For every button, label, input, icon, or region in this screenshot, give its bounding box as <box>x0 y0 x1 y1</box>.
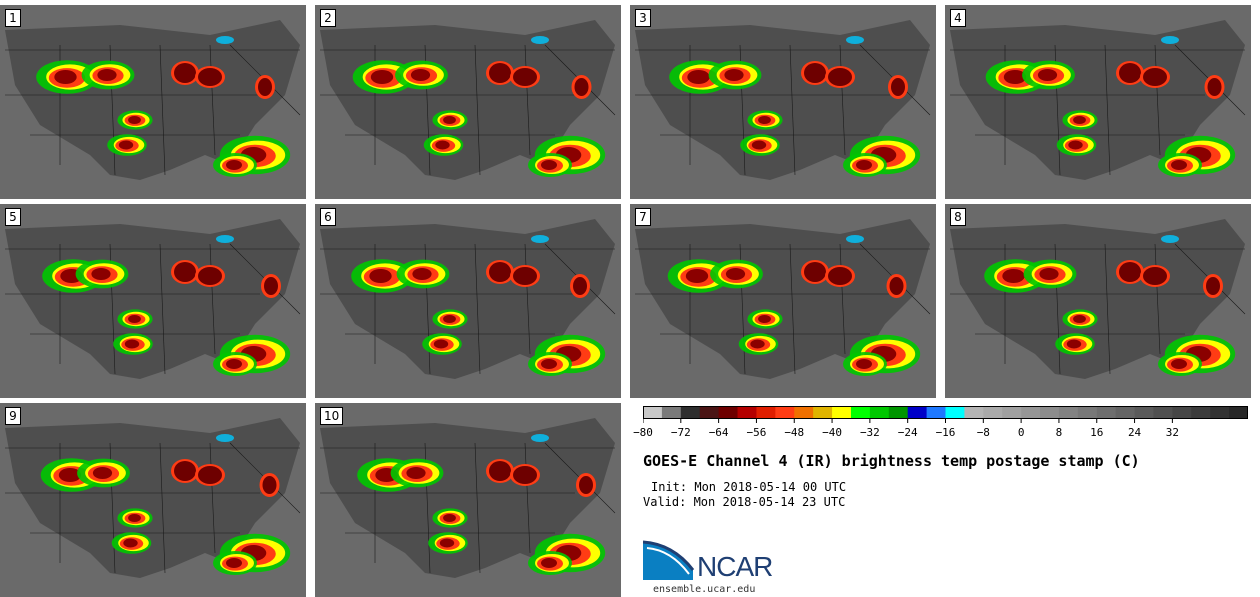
ir-panel-6: 6 <box>315 204 621 398</box>
colorbar-swatch <box>718 406 739 419</box>
valid-time: Valid: Mon 2018-05-14 23 UTC <box>643 495 846 509</box>
ir-satellite-map <box>315 204 621 398</box>
ir-panel-1: 1 <box>0 5 306 199</box>
ir-satellite-map <box>630 204 936 398</box>
colorbar-tick-label: −56 <box>746 426 767 439</box>
colorbar-tick-label: 24 <box>1127 426 1142 439</box>
colorbar-swatch <box>964 406 984 419</box>
colorbar-swatch <box>945 406 965 419</box>
colorbar-tick-label: −40 <box>822 426 842 439</box>
colorbar-swatch <box>926 406 946 419</box>
ir-panel-4: 4 <box>945 5 1251 199</box>
panel-number-label: 6 <box>320 208 336 226</box>
colorbar-swatch <box>756 406 776 419</box>
colorbar-tick-label: 8 <box>1055 426 1063 439</box>
colorbar-swatch <box>983 406 1003 419</box>
colorbar-swatch <box>832 406 852 419</box>
init-time: Init: Mon 2018-05-14 00 UTC <box>651 480 847 494</box>
colorbar-tick-label: 32 <box>1165 426 1179 439</box>
panel-number-label: 4 <box>950 9 966 27</box>
ir-panel-10: 10 <box>315 403 621 597</box>
ir-satellite-map <box>630 5 936 199</box>
colorbar-swatch <box>775 406 795 419</box>
colorbar-tick-label: −24 <box>897 426 918 439</box>
ir-satellite-map <box>0 204 306 398</box>
colorbar-swatch <box>1229 406 1248 419</box>
colorbar-tick-label: −48 <box>784 426 805 439</box>
ncar-logo-text: NCAR <box>697 551 773 582</box>
colorbar-swatch <box>680 406 701 419</box>
colorbar-swatch <box>869 406 890 419</box>
panel-number-label: 1 <box>5 9 21 27</box>
ir-satellite-map <box>945 5 1251 199</box>
colorbar-tick-label: −8 <box>976 426 990 439</box>
colorbar-swatch <box>643 406 663 419</box>
colorbar-tick-label: −32 <box>859 426 880 439</box>
panel-number-label: 8 <box>950 208 966 226</box>
colorbar-swatch <box>1153 406 1173 419</box>
colorbar-swatch <box>888 406 909 419</box>
colorbar-tick-label: −64 <box>708 426 729 439</box>
colorbar-swatch <box>1210 406 1230 419</box>
colorbar-swatch <box>1115 406 1136 419</box>
ncar-logo-icon <box>643 540 695 580</box>
colorbar-swatch <box>1077 406 1098 419</box>
colorbar-swatch <box>1021 406 1041 419</box>
ir-satellite-map <box>315 403 621 597</box>
colorbar-swatch <box>1096 406 1117 419</box>
ir-satellite-map <box>945 204 1251 398</box>
colorbar-swatch <box>661 406 682 419</box>
panel-number-label: 5 <box>5 208 21 226</box>
panel-number-label: 7 <box>635 208 651 226</box>
ir-panel-9: 9 <box>0 403 306 597</box>
panel-number-label: 3 <box>635 9 651 27</box>
colorbar-swatch <box>1134 406 1154 419</box>
colorbar-swatch <box>1191 406 1211 419</box>
colorbar-swatch <box>1058 406 1079 419</box>
colorbar <box>643 406 1248 423</box>
panel-number-label: 2 <box>320 9 336 27</box>
ir-satellite-map <box>315 5 621 199</box>
ir-satellite-map <box>0 403 306 597</box>
figure-title: GOES-E Channel 4 (IR) brightness temp po… <box>643 452 1140 470</box>
colorbar-swatch <box>737 406 757 419</box>
ensemble-url: ensemble.ucar.edu <box>653 584 756 595</box>
ir-panel-8: 8 <box>945 204 1251 398</box>
ir-panel-3: 3 <box>630 5 936 199</box>
colorbar-tick-label: 0 <box>1017 426 1025 439</box>
ir-panel-5: 5 <box>0 204 306 398</box>
colorbar-swatch <box>794 406 814 419</box>
colorbar-swatch <box>699 406 720 419</box>
colorbar-tick-label: −80 <box>633 426 653 439</box>
panel-number-label: 10 <box>320 407 344 425</box>
colorbar-tick-label: −72 <box>670 426 691 439</box>
colorbar-swatch <box>907 406 928 419</box>
colorbar-swatch <box>1040 406 1060 419</box>
colorbar-swatch <box>850 406 871 419</box>
ir-panel-7: 7 <box>630 204 936 398</box>
colorbar-swatch <box>1172 406 1192 419</box>
colorbar-tick-label: −16 <box>935 426 956 439</box>
colorbar-swatch <box>1002 406 1022 419</box>
ir-panel-2: 2 <box>315 5 621 199</box>
ir-satellite-map <box>0 5 306 199</box>
colorbar-tick-label: 16 <box>1090 426 1104 439</box>
panel-number-label: 9 <box>5 407 21 425</box>
colorbar-swatch <box>813 406 833 419</box>
